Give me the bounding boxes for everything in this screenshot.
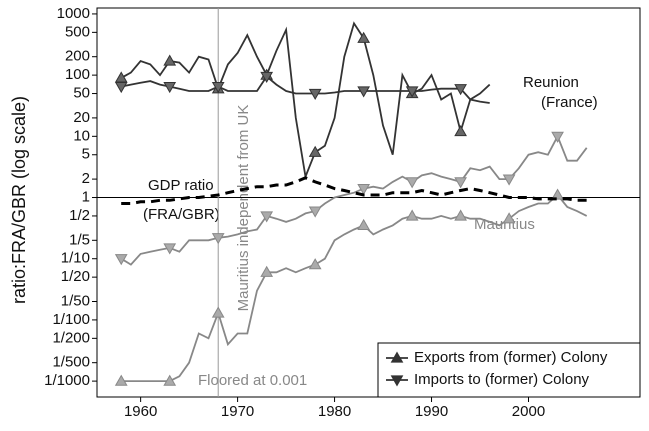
marker	[405, 86, 419, 98]
y-tick-label: 1/500	[52, 354, 90, 371]
marker	[211, 233, 225, 245]
y-tick-label: 1/5	[69, 231, 90, 248]
marker	[308, 206, 322, 218]
x-tick-label: 1980	[318, 403, 351, 420]
marker	[114, 374, 128, 386]
marker	[357, 31, 371, 43]
y-tick-label: 1/200	[52, 329, 90, 346]
y-tick-label: 500	[65, 23, 90, 40]
marker	[357, 183, 371, 196]
annotation: Mauritius	[474, 216, 535, 233]
legend-marker	[390, 375, 404, 387]
y-tick-label: 50	[73, 85, 90, 102]
legend-box	[377, 342, 641, 398]
marker	[405, 177, 419, 189]
series-line	[121, 176, 587, 205]
legend-label: Exports from (former) Colony	[414, 349, 608, 366]
marker	[454, 209, 467, 221]
marker	[163, 81, 177, 94]
marker	[308, 88, 322, 101]
series-line	[121, 75, 490, 104]
annotation: Reunion	[523, 74, 579, 91]
marker	[454, 124, 467, 137]
marker	[454, 177, 467, 189]
annotation: Mauritius independent from UK	[235, 105, 252, 312]
series-line	[120, 21, 491, 180]
y-tick-label: 10	[73, 127, 90, 144]
marker	[211, 306, 225, 318]
marker	[308, 145, 322, 157]
marker	[551, 188, 564, 200]
plot-frame	[96, 7, 641, 398]
y-axis-label: ratio:FRA/GBR (log scale)	[9, 96, 29, 304]
x-tick-label: 1970	[221, 403, 254, 420]
marker	[260, 265, 274, 277]
y-tick-label: 1000	[57, 5, 90, 22]
marker	[551, 131, 564, 143]
legend-marker	[390, 351, 404, 363]
marker	[114, 71, 128, 83]
x-tick-label: 1990	[415, 403, 448, 420]
marker	[405, 209, 419, 221]
annotation: GDP ratio	[148, 177, 214, 194]
y-tick-label: 5	[82, 146, 90, 163]
marker	[357, 218, 371, 231]
series-line	[120, 134, 588, 266]
marker	[114, 81, 128, 94]
y-tick-label: 1/100	[52, 311, 90, 328]
legend-label: Imports to (former) Colony	[414, 371, 590, 388]
annotation: (France)	[541, 94, 598, 111]
annotation: (FRA/GBR)	[143, 206, 220, 223]
x-tick-label: 1960	[124, 403, 157, 420]
marker	[114, 254, 128, 266]
annotation: Floored at 0.001	[198, 372, 307, 389]
y-tick-label: 1/2	[69, 207, 90, 224]
y-tick-label: 20	[73, 109, 90, 126]
y-tick-label: 200	[65, 48, 90, 65]
y-tick-label: 1/1000	[44, 372, 90, 389]
marker	[308, 258, 322, 270]
y-tick-label: 1/10	[61, 250, 90, 267]
x-tick-label: 2000	[512, 403, 545, 420]
y-tick-label: 100	[65, 66, 90, 83]
y-tick-label: 2	[82, 170, 90, 187]
marker	[163, 243, 177, 255]
marker	[502, 212, 516, 224]
marker	[260, 71, 274, 83]
y-tick-label: 1/50	[61, 292, 90, 309]
marker	[357, 86, 371, 98]
marker	[211, 81, 225, 94]
marker	[163, 374, 177, 386]
marker	[502, 174, 516, 186]
marker	[163, 54, 177, 66]
marker	[454, 84, 467, 96]
y-tick-label: 1/20	[61, 268, 90, 285]
y-tick-label: 1	[82, 188, 90, 205]
marker	[260, 211, 274, 223]
